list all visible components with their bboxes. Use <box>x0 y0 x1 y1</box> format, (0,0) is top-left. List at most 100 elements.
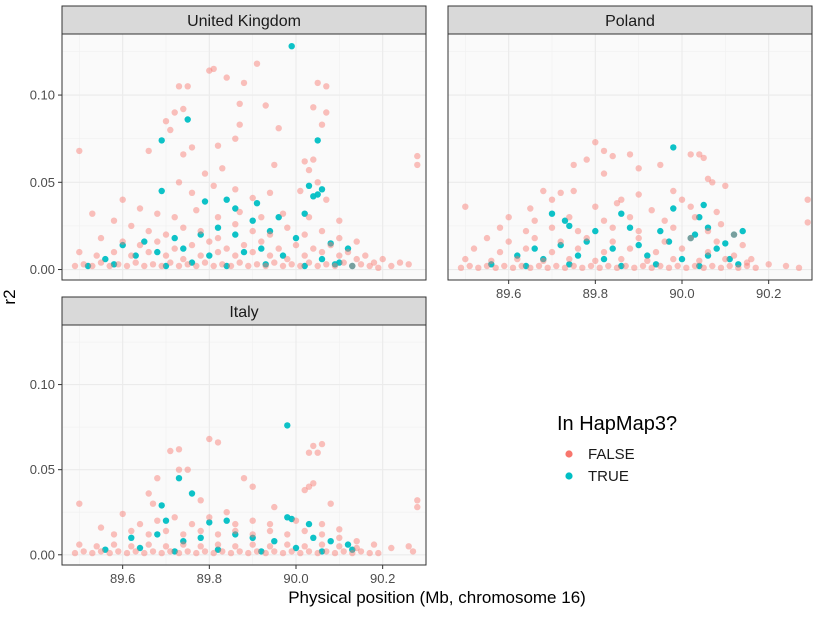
data-point <box>618 210 625 217</box>
data-point <box>275 245 282 252</box>
data-point <box>592 139 599 146</box>
data-point <box>696 151 703 158</box>
data-point <box>145 227 152 235</box>
data-point <box>336 526 343 533</box>
data-point <box>475 264 482 271</box>
data-point <box>327 241 334 249</box>
data-point <box>583 156 590 163</box>
data-point <box>344 245 352 252</box>
data-point <box>115 548 122 555</box>
data-point <box>240 79 248 87</box>
data-point <box>97 259 105 266</box>
data-point <box>700 154 707 162</box>
data-point <box>236 548 243 555</box>
data-point <box>622 262 629 270</box>
data-point <box>735 264 742 271</box>
data-point <box>362 252 369 259</box>
data-point <box>713 245 720 252</box>
data-point <box>188 144 196 151</box>
data-point <box>743 259 751 266</box>
data-point <box>314 549 321 557</box>
data-point <box>154 531 161 538</box>
data-point <box>184 261 191 268</box>
data-point <box>735 261 742 268</box>
data-point <box>266 527 274 535</box>
legend-label-true: TRUE <box>588 468 629 485</box>
data-point <box>197 227 204 235</box>
data-point <box>76 500 83 507</box>
data-point <box>227 262 235 270</box>
data-point <box>188 189 196 196</box>
data-point <box>266 520 274 528</box>
data-point <box>635 165 642 172</box>
data-point <box>271 161 278 169</box>
data-point <box>102 255 109 263</box>
x-tick-label: 90.2 <box>370 571 395 586</box>
series-true <box>102 422 356 555</box>
data-point <box>722 255 729 263</box>
data-point <box>600 217 608 224</box>
data-point <box>171 548 178 555</box>
data-point <box>175 549 183 557</box>
data-point <box>197 252 204 259</box>
data-point <box>162 118 170 125</box>
data-point <box>223 262 230 270</box>
data-point <box>214 142 222 149</box>
data-point <box>219 165 226 172</box>
data-point <box>739 227 746 235</box>
data-point <box>305 182 313 189</box>
data-point <box>349 262 356 270</box>
data-point <box>648 264 655 271</box>
panel-united-kingdom: United Kingdom 0.00 0.05 0.10 <box>30 5 427 281</box>
data-point <box>240 475 248 482</box>
data-point <box>795 264 803 271</box>
data-point <box>388 544 395 552</box>
data-point <box>132 548 139 555</box>
data-point <box>414 503 421 511</box>
data-point <box>670 144 677 151</box>
data-point <box>687 234 694 242</box>
data-point <box>600 170 608 177</box>
data-point <box>128 534 135 541</box>
data-point <box>128 543 135 550</box>
data-point <box>175 83 183 90</box>
data-point <box>119 196 126 203</box>
data-point <box>167 126 174 134</box>
data-point <box>670 224 677 231</box>
data-point <box>553 262 560 270</box>
data-point <box>210 549 217 557</box>
data-point <box>193 549 200 557</box>
data-point <box>561 217 569 224</box>
data-point <box>583 234 590 242</box>
data-point <box>210 262 217 270</box>
data-point <box>275 214 282 221</box>
data-point <box>713 208 720 216</box>
data-point <box>219 261 226 268</box>
data-point <box>184 466 191 473</box>
data-point <box>323 83 330 90</box>
data-point <box>670 205 677 212</box>
data-point <box>505 238 512 245</box>
data-point <box>353 538 360 545</box>
data-point <box>232 186 239 193</box>
data-point <box>180 541 187 548</box>
data-point <box>232 527 239 535</box>
data-point <box>522 227 530 235</box>
data-point <box>136 241 144 249</box>
data-point <box>128 222 135 230</box>
data-point <box>301 210 308 217</box>
data-point <box>353 544 360 552</box>
data-point <box>132 252 139 259</box>
data-point <box>184 83 191 90</box>
data-point <box>678 255 686 263</box>
data-point <box>271 503 278 511</box>
data-point <box>284 224 291 231</box>
data-point <box>600 255 608 263</box>
data-point <box>592 257 599 264</box>
data-point <box>89 549 96 557</box>
data-point <box>266 189 274 196</box>
data-point <box>232 221 239 228</box>
series-true <box>84 43 356 270</box>
data-point <box>327 500 334 507</box>
